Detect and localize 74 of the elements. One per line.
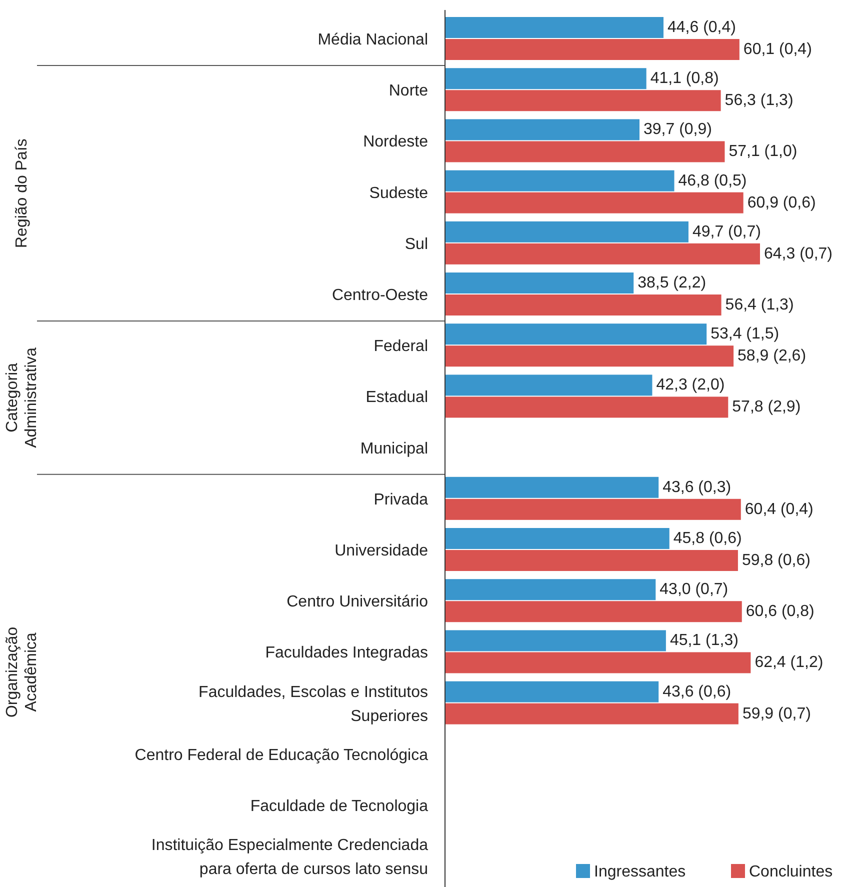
y-tick-label: Federal xyxy=(374,338,428,356)
bar xyxy=(445,68,646,90)
bar xyxy=(445,170,674,192)
y-tick-label: Centro-Oeste xyxy=(332,287,428,304)
bar xyxy=(445,243,760,264)
bar xyxy=(445,601,742,622)
bar xyxy=(445,119,640,140)
bar xyxy=(445,90,721,112)
data-label: 60,1 (0,4) xyxy=(743,41,812,58)
y-tick-label: Nordeste xyxy=(363,134,428,151)
bar xyxy=(445,528,670,549)
text: Organização Acadêmica xyxy=(4,626,40,718)
y-tick-label: Estadual xyxy=(366,389,428,406)
data-label: 64,3 (0,7) xyxy=(764,245,832,262)
y-tick-label: Instituição Especialmente Credenciada para oferta de cursos lato sensu xyxy=(151,837,428,878)
bar xyxy=(445,652,751,674)
y-tick-label: Sul xyxy=(404,236,428,253)
data-label: 62,4 (1,2) xyxy=(754,654,824,672)
bar xyxy=(445,498,741,520)
data-label: 56,3 (1,3) xyxy=(724,92,794,110)
y-tick-label: Norte xyxy=(388,82,428,100)
data-label: 59,9 (0,7) xyxy=(742,705,811,722)
data-label: 56,4 (1,3) xyxy=(725,296,794,314)
y-tick-label: Centro Federal de Educação Tecnológica xyxy=(134,746,428,764)
y-tick-label: Privada xyxy=(374,491,428,508)
y-tick-label: Faculdade de Tecnologia xyxy=(250,798,428,815)
data-label: 46,8 (0,5) xyxy=(678,172,747,190)
bar xyxy=(445,324,707,345)
y-tick-label: Faculdades, Escolas e Institutos Superiores xyxy=(198,684,428,725)
data-label: 42,3 (2,0) xyxy=(656,376,725,394)
data-label: 43,6 (0,6) xyxy=(662,683,732,700)
bar xyxy=(445,221,688,242)
bar xyxy=(445,141,725,162)
bar xyxy=(445,192,744,214)
data-label: 60,9 (0,6) xyxy=(747,194,816,212)
data-label: 39,7 (0,9) xyxy=(643,121,712,138)
bar xyxy=(445,476,659,498)
bar xyxy=(445,374,652,396)
data-label: 43,6 (0,3) xyxy=(662,478,732,496)
data-label: 59,8 (0,6) xyxy=(742,552,810,569)
data-label: 45,8 (0,6) xyxy=(673,530,742,547)
bar xyxy=(445,579,656,600)
y-tick-label: Centro Universitário xyxy=(286,594,428,611)
bar xyxy=(445,396,728,418)
bar xyxy=(445,39,740,60)
y-tick-label: Universidade xyxy=(334,542,428,560)
data-label: 60,4 (0,4) xyxy=(744,500,814,518)
y-tick-label: Faculdades Integradas xyxy=(265,644,428,662)
text: Categoria Administrativa xyxy=(4,347,40,448)
bar xyxy=(445,550,738,571)
data-label: 43,0 (0,7) xyxy=(660,581,728,598)
data-label: 44,6 (0,4) xyxy=(667,19,736,36)
text: Região do País xyxy=(14,138,30,248)
data-label: 49,7 (0,7) xyxy=(692,223,761,240)
data-label: 45,1 (1,3) xyxy=(670,632,738,650)
bar xyxy=(445,272,634,294)
y-tick-label: Municipal xyxy=(360,440,428,458)
bar xyxy=(445,703,738,724)
bar xyxy=(445,346,734,367)
y-tick-label: Média Nacional xyxy=(318,32,428,48)
data-label: 38,5 (2,2) xyxy=(638,274,706,292)
data-label: 53,4 (1,5) xyxy=(710,326,780,343)
bar xyxy=(445,681,659,702)
bar xyxy=(445,294,722,316)
bar xyxy=(445,17,664,38)
data-label: 57,1 (1,0) xyxy=(728,143,798,160)
bar xyxy=(445,630,666,652)
legend-label: Concluintes xyxy=(749,864,833,880)
legend-label: Ingressantes xyxy=(594,864,686,880)
y-tick-label: Sudeste xyxy=(369,184,428,202)
data-label: 58,9 (2,6) xyxy=(738,348,806,365)
data-label: 41,1 (0,8) xyxy=(650,70,719,88)
data-label: 57,8 (2,9) xyxy=(732,398,801,416)
data-label: 60,6 (0,8) xyxy=(746,603,814,620)
